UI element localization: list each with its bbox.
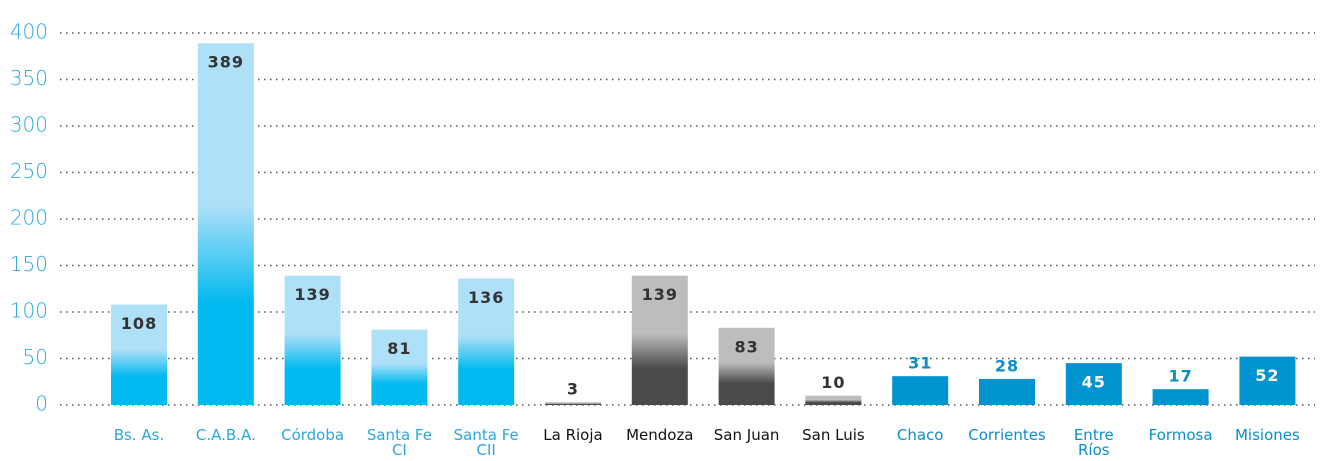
bar bbox=[892, 376, 949, 405]
y-tick-label: 400 bbox=[10, 20, 48, 44]
y-tick-label: 250 bbox=[10, 159, 48, 183]
bar bbox=[458, 278, 515, 405]
value-label: 52 bbox=[1255, 366, 1279, 385]
value-label: 136 bbox=[468, 288, 504, 307]
bar bbox=[805, 395, 862, 405]
bar bbox=[718, 327, 775, 405]
x-tick-label: Corrientes bbox=[968, 426, 1046, 444]
value-label: 17 bbox=[1168, 367, 1192, 386]
value-label: 139 bbox=[294, 285, 330, 304]
bar bbox=[1065, 363, 1122, 405]
bar bbox=[1152, 389, 1209, 405]
bar bbox=[631, 275, 688, 405]
x-tick-label: Santa Fe CII bbox=[454, 426, 519, 459]
y-tick-label: 300 bbox=[10, 113, 48, 137]
y-tick-label: 200 bbox=[10, 206, 48, 230]
x-tick-label: Mendoza bbox=[626, 426, 693, 444]
value-label: 83 bbox=[734, 337, 758, 356]
y-tick-label: 50 bbox=[23, 345, 48, 369]
x-tick-label: Bs. As. bbox=[114, 426, 165, 444]
y-tick-label: 100 bbox=[10, 299, 48, 323]
x-tick-label: Formosa bbox=[1149, 426, 1213, 444]
x-tick-label: Córdoba bbox=[281, 426, 344, 444]
y-tick-label: 0 bbox=[35, 392, 48, 416]
bar bbox=[371, 329, 428, 405]
bar bbox=[545, 402, 601, 405]
x-tick-label: Entre Ríos bbox=[1074, 426, 1114, 459]
y-tick-label: 150 bbox=[10, 252, 48, 276]
x-tick-label: Chaco bbox=[897, 426, 944, 444]
x-tick-label: San Luis bbox=[802, 426, 865, 444]
value-label: 81 bbox=[387, 339, 411, 358]
bar bbox=[1239, 356, 1296, 405]
bar bbox=[979, 378, 1035, 405]
x-tick-label: Santa Fe CI bbox=[367, 426, 432, 459]
value-label: 3 bbox=[567, 380, 579, 399]
bar bbox=[197, 43, 254, 405]
bar bbox=[284, 275, 341, 405]
value-label: 10 bbox=[821, 373, 845, 392]
x-tick-label: C.A.B.A. bbox=[196, 426, 256, 444]
bar bbox=[111, 304, 167, 405]
value-label: 31 bbox=[908, 354, 932, 373]
value-label: 139 bbox=[642, 285, 678, 304]
value-label: 28 bbox=[995, 356, 1019, 375]
y-tick-label: 350 bbox=[10, 66, 48, 90]
value-label: 389 bbox=[208, 53, 244, 72]
x-tick-label: Misiones bbox=[1235, 426, 1300, 444]
x-tick-label: San Juan bbox=[714, 426, 780, 444]
value-label: 108 bbox=[121, 314, 157, 333]
x-tick-label: La Rioja bbox=[543, 426, 602, 444]
value-label: 45 bbox=[1082, 373, 1106, 392]
